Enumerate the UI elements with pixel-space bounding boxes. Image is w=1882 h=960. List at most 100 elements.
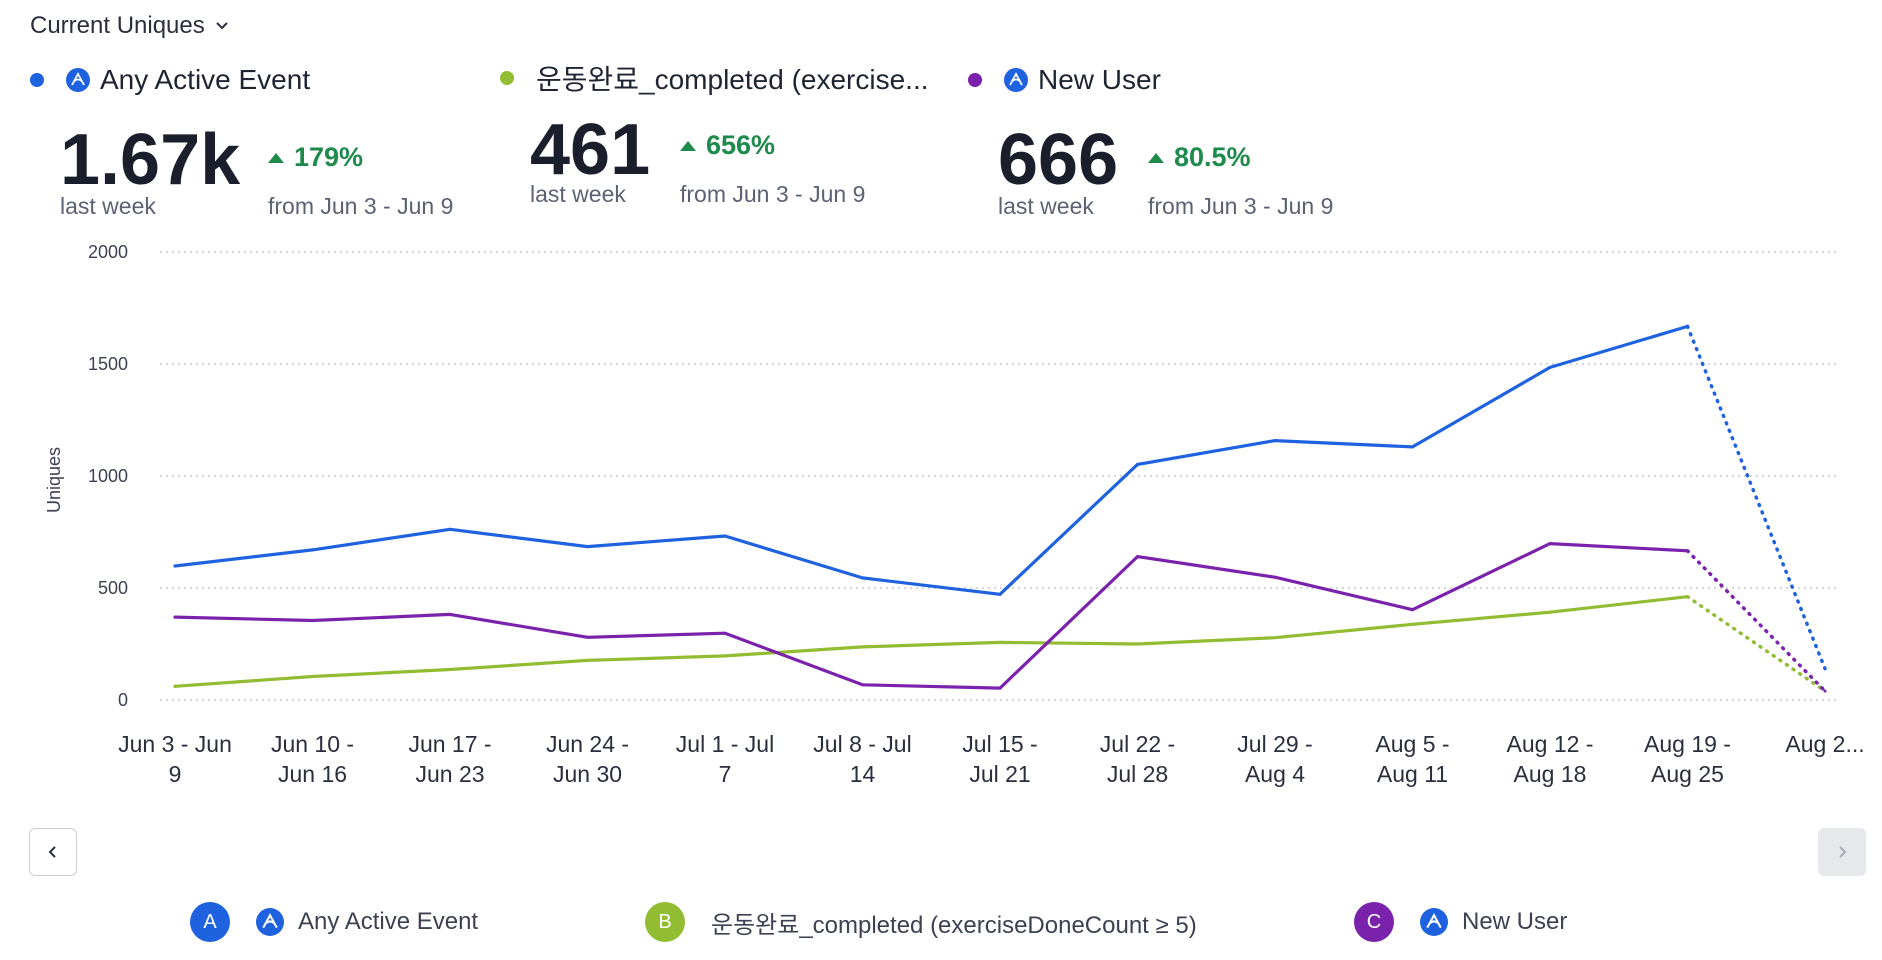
chevron-down-icon xyxy=(216,22,228,30)
chevron-right-icon xyxy=(1839,846,1847,858)
next-page-button[interactable] xyxy=(1818,828,1866,876)
series-line xyxy=(173,542,1690,690)
data-point xyxy=(1411,622,1414,626)
data-point xyxy=(861,645,864,649)
summary-value: 666 xyxy=(998,120,1119,200)
legend-badge: B xyxy=(645,902,685,942)
amplitude-icon xyxy=(1004,68,1028,92)
data-point xyxy=(1548,365,1552,369)
x-tick-label: Jun 3 - Jun 9 xyxy=(118,731,232,787)
x-tick-label-line: Jun 3 - Jun xyxy=(118,731,232,757)
summary-from: from Jun 3 - Jun 9 xyxy=(680,181,866,207)
x-tick-label-line: Aug 5 - xyxy=(1375,731,1449,757)
x-tick-label-line: Jun 30 xyxy=(553,761,622,787)
summary-from: from Jun 3 - Jun 9 xyxy=(1148,193,1334,219)
summary-name: New User xyxy=(1038,64,1161,95)
data-point xyxy=(1273,636,1277,640)
legend-label: Any Active Event xyxy=(298,908,479,935)
series-line xyxy=(173,324,1690,596)
x-tick-label-line: Jun 10 - xyxy=(271,731,354,757)
summary-delta-value: 80.5% xyxy=(1174,142,1251,172)
x-tick-label-line: 9 xyxy=(169,761,182,787)
x-tick-label-line: Jul 29 - xyxy=(1237,731,1312,757)
legend-label: 운동완료_completed (exerciseDoneCount ≥ 5) xyxy=(711,911,1197,939)
x-tick-label: Aug 5 - Aug 11 xyxy=(1375,731,1449,787)
summary-header: Any Active Event xyxy=(30,64,310,96)
data-point xyxy=(448,527,452,531)
x-tick-label: Jun 17 - Jun 23 xyxy=(408,731,491,787)
summary-value: 1.67k xyxy=(60,120,241,200)
x-tick-label: Jul 1 - Jul 7 xyxy=(676,731,774,787)
previous-page-button[interactable] xyxy=(29,828,77,876)
legend-badge: C xyxy=(1354,902,1394,942)
data-point xyxy=(1548,610,1552,614)
legend-item-c[interactable]: C New User xyxy=(1354,902,1567,942)
x-tick-label-line: Jul 15 - xyxy=(962,731,1037,757)
data-point xyxy=(1411,445,1414,449)
y-tick-label: 0 xyxy=(118,690,128,710)
series-incomplete-line xyxy=(1685,324,1827,671)
data-point xyxy=(861,683,864,687)
series-incomplete-line xyxy=(1685,549,1827,693)
x-tick-label-line: Jun 17 - xyxy=(408,731,491,757)
summary-any-active-event: Any Active Event xyxy=(30,64,310,96)
data-point xyxy=(723,631,727,635)
data-point xyxy=(586,658,589,662)
up-arrow-icon xyxy=(268,152,284,163)
x-tick-label: Jul 22 - Jul 28 xyxy=(1100,731,1175,787)
x-tick-label-line: Aug 11 xyxy=(1377,761,1448,787)
y-tick-label: 1500 xyxy=(88,354,128,374)
data-point xyxy=(861,576,864,580)
data-point xyxy=(1136,555,1139,559)
data-point xyxy=(173,684,177,688)
data-point xyxy=(1823,667,1827,671)
x-tick-label: Jun 24 - Jun 30 xyxy=(546,731,629,787)
up-arrow-icon xyxy=(1148,152,1164,163)
x-tick-label-line: Aug 18 xyxy=(1514,761,1587,787)
data-point xyxy=(1273,439,1277,443)
legend-badge: A xyxy=(190,902,230,942)
legend-item-a[interactable]: A Any Active Event xyxy=(190,902,478,942)
data-point xyxy=(723,534,727,538)
summary-header: New User xyxy=(968,64,1161,96)
amplitude-icon xyxy=(66,68,90,92)
x-tick-label-line: 7 xyxy=(719,761,732,787)
data-point xyxy=(1411,608,1414,612)
summary-new-user: New User xyxy=(968,64,1161,96)
data-point xyxy=(311,618,314,622)
summary-period: last week xyxy=(60,193,156,219)
x-tick-label-line: Aug 25 xyxy=(1651,761,1724,787)
data-point xyxy=(1136,462,1139,466)
x-tick-label: Jul 8 - Jul 14 xyxy=(813,731,911,787)
series-line xyxy=(173,595,1690,688)
x-tick-label-line: Aug 2... xyxy=(1785,731,1864,757)
x-tick-label-line: Jun 24 - xyxy=(546,731,629,757)
data-point xyxy=(998,592,1002,596)
amplitude-icon xyxy=(256,908,284,936)
data-point xyxy=(448,612,452,616)
data-point xyxy=(1273,575,1277,579)
series-dot xyxy=(500,71,514,85)
legend-item-b[interactable]: B 운동완료_completed (exerciseDoneCount ≥ 5) xyxy=(645,902,1197,942)
metric-dropdown[interactable]: Current Uniques xyxy=(30,12,229,40)
amplitude-icon xyxy=(1420,908,1448,936)
x-tick-label: Aug 12 - Aug 18 xyxy=(1507,731,1594,787)
series-dot xyxy=(30,73,44,87)
data-point xyxy=(1136,642,1139,646)
data-point xyxy=(173,615,177,619)
data-point xyxy=(998,640,1002,644)
data-point xyxy=(1823,689,1827,693)
summary-period: last week xyxy=(530,181,626,207)
data-point xyxy=(173,564,177,568)
data-point xyxy=(311,674,314,678)
x-tick-label-line: Jun 16 xyxy=(278,761,347,787)
x-tick-label-line: Aug 12 - xyxy=(1507,731,1594,757)
summary-value: 461 xyxy=(530,110,651,190)
data-point xyxy=(311,548,314,552)
x-tick-label: Jul 29 - Aug 4 xyxy=(1237,731,1312,787)
data-point xyxy=(1686,324,1689,328)
up-arrow-icon xyxy=(680,140,696,151)
data-point xyxy=(723,654,727,658)
x-tick-label: Aug 2... xyxy=(1785,731,1864,757)
